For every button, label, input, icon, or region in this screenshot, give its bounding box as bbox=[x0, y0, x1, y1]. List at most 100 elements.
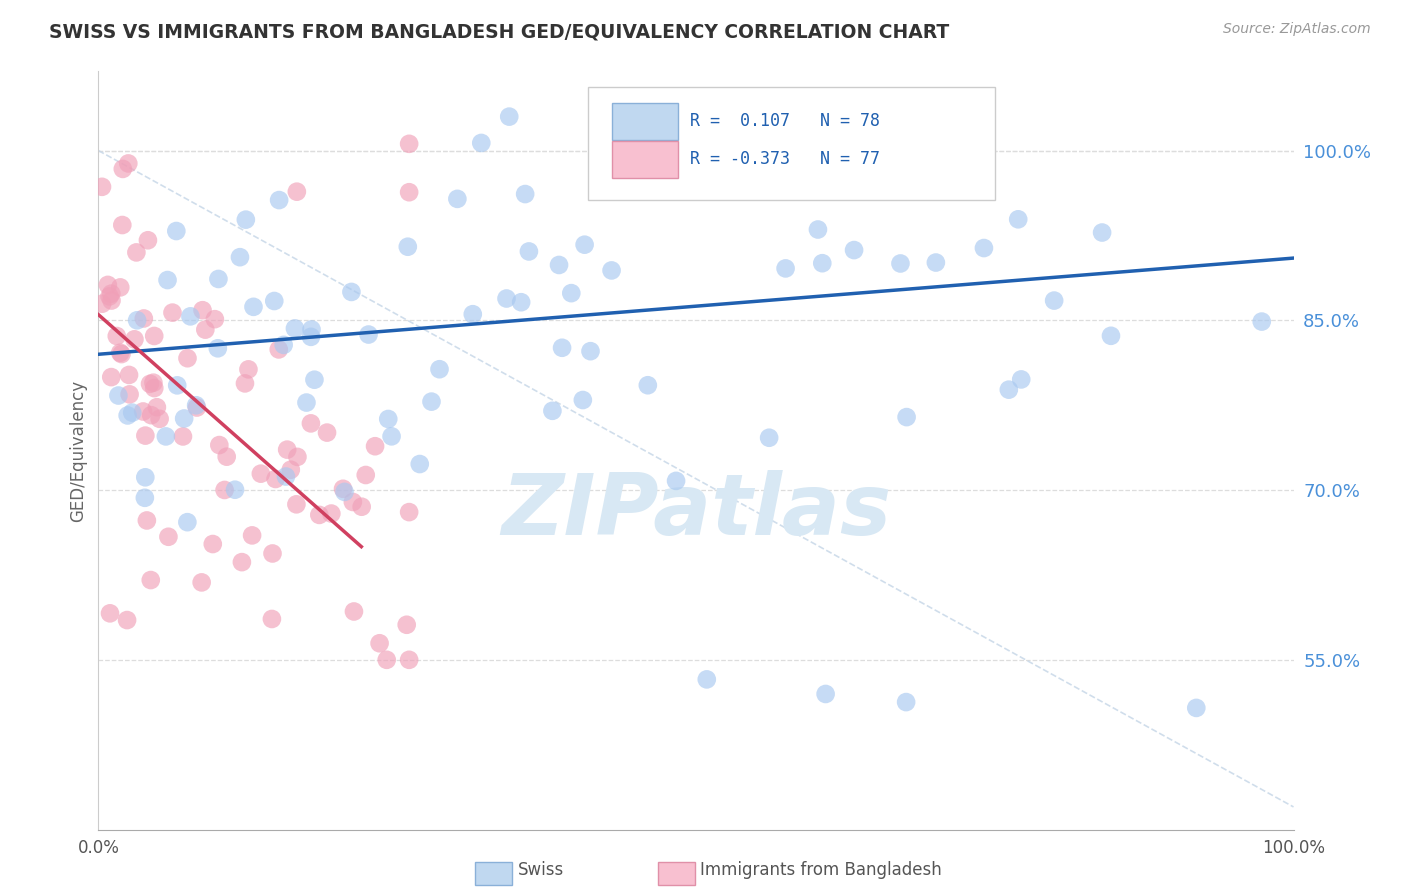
Point bbox=[124, 332, 146, 346]
Point bbox=[139, 376, 162, 391]
Point bbox=[267, 343, 290, 357]
Point bbox=[107, 388, 129, 402]
Point bbox=[395, 617, 418, 632]
Point bbox=[1010, 372, 1032, 386]
Point bbox=[308, 508, 330, 522]
Point bbox=[665, 474, 688, 488]
Point bbox=[97, 277, 120, 292]
Point bbox=[998, 383, 1021, 397]
Point bbox=[260, 612, 283, 626]
Point bbox=[173, 411, 195, 425]
Point bbox=[321, 507, 343, 521]
Point bbox=[143, 329, 166, 343]
Point bbox=[240, 528, 263, 542]
Point bbox=[176, 515, 198, 529]
Point bbox=[446, 192, 468, 206]
Point bbox=[238, 362, 260, 376]
Point bbox=[274, 469, 297, 483]
Point bbox=[134, 428, 156, 442]
Point bbox=[409, 457, 432, 471]
Point bbox=[461, 307, 484, 321]
Point bbox=[375, 653, 398, 667]
Point bbox=[98, 607, 121, 621]
Point bbox=[299, 330, 322, 344]
Point bbox=[110, 280, 132, 294]
Point bbox=[304, 373, 326, 387]
Point bbox=[100, 286, 122, 301]
Point bbox=[276, 442, 298, 457]
Point bbox=[214, 483, 236, 497]
Point bbox=[134, 491, 156, 505]
Point bbox=[333, 484, 356, 499]
Point bbox=[262, 546, 284, 560]
Point bbox=[186, 401, 208, 415]
Text: Swiss: Swiss bbox=[517, 861, 564, 879]
Point bbox=[574, 237, 596, 252]
Point bbox=[179, 310, 201, 324]
Point bbox=[340, 285, 363, 299]
Point bbox=[139, 573, 162, 587]
Point bbox=[572, 392, 595, 407]
Point bbox=[117, 156, 139, 170]
Point bbox=[207, 341, 229, 355]
Text: R = -0.373   N = 77: R = -0.373 N = 77 bbox=[690, 151, 880, 169]
Point bbox=[149, 412, 172, 426]
Point bbox=[758, 431, 780, 445]
Point bbox=[1185, 701, 1208, 715]
Point bbox=[229, 250, 252, 264]
Point bbox=[284, 321, 307, 335]
Point bbox=[157, 530, 180, 544]
Point bbox=[91, 296, 114, 310]
Point bbox=[510, 295, 533, 310]
Point bbox=[201, 537, 224, 551]
Point bbox=[141, 408, 163, 422]
Point bbox=[155, 429, 177, 443]
Point bbox=[1091, 226, 1114, 240]
Point bbox=[273, 338, 295, 352]
Point bbox=[429, 362, 451, 376]
Point bbox=[105, 329, 128, 343]
Text: R =  0.107   N = 78: R = 0.107 N = 78 bbox=[690, 112, 880, 130]
Point bbox=[134, 470, 156, 484]
Point bbox=[156, 273, 179, 287]
Point bbox=[357, 327, 380, 342]
Point bbox=[420, 394, 443, 409]
Point bbox=[541, 404, 564, 418]
Point bbox=[495, 292, 517, 306]
Text: Source: ZipAtlas.com: Source: ZipAtlas.com bbox=[1223, 22, 1371, 37]
Point bbox=[215, 450, 238, 464]
Point bbox=[295, 395, 318, 409]
Point bbox=[342, 495, 364, 509]
Point bbox=[368, 636, 391, 650]
Point bbox=[285, 185, 308, 199]
Point bbox=[204, 312, 226, 326]
Point bbox=[517, 244, 540, 259]
Point bbox=[135, 513, 157, 527]
Point bbox=[231, 555, 253, 569]
Point bbox=[125, 245, 148, 260]
Point bbox=[100, 293, 122, 308]
Point bbox=[162, 305, 184, 319]
Point bbox=[696, 673, 718, 687]
Point bbox=[354, 468, 377, 483]
Point bbox=[889, 256, 911, 270]
Point bbox=[142, 376, 165, 390]
Text: ZIPatlas: ZIPatlas bbox=[501, 469, 891, 553]
Point bbox=[269, 193, 291, 207]
Point bbox=[91, 179, 114, 194]
Point bbox=[925, 255, 948, 269]
Point bbox=[637, 378, 659, 392]
Point bbox=[551, 341, 574, 355]
Point bbox=[194, 323, 217, 337]
Point bbox=[807, 222, 830, 236]
Y-axis label: GED/Equivalency: GED/Equivalency bbox=[69, 379, 87, 522]
Point bbox=[1099, 328, 1122, 343]
Point bbox=[398, 653, 420, 667]
Point bbox=[1007, 212, 1029, 227]
Point bbox=[896, 410, 918, 425]
Point bbox=[143, 381, 166, 395]
Point bbox=[398, 505, 420, 519]
Point bbox=[111, 218, 134, 232]
Point bbox=[250, 467, 273, 481]
Point bbox=[132, 311, 155, 326]
